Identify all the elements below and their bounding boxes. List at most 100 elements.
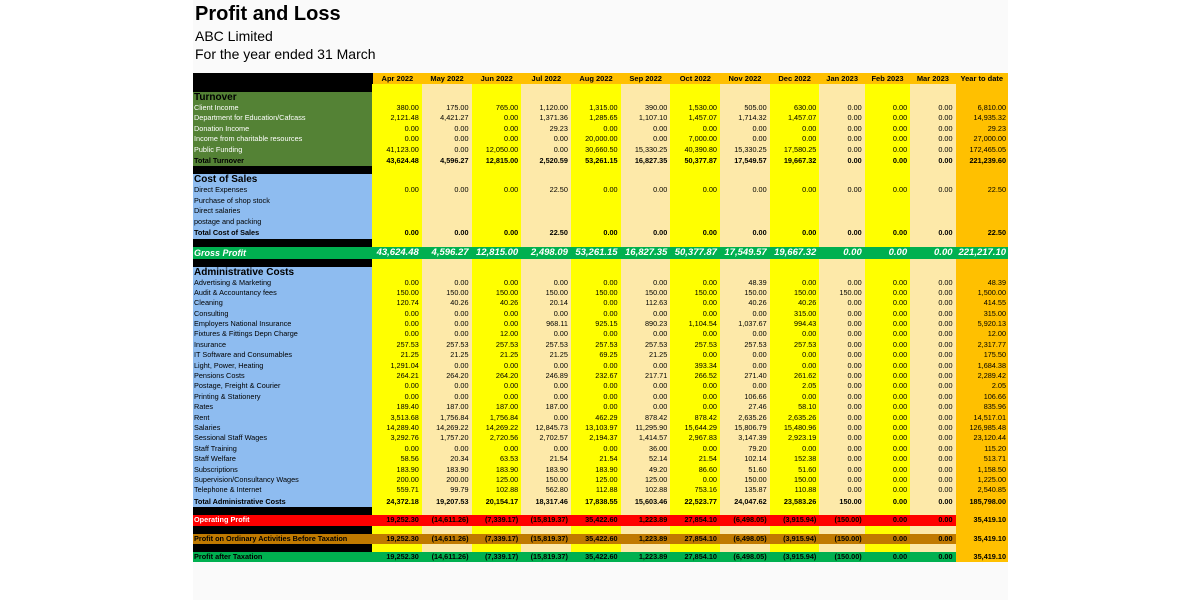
value-cell: 271.40	[719, 371, 770, 382]
value-cell: 0.00	[819, 144, 865, 155]
value-cell: 183.90	[421, 464, 472, 475]
total-total-administrative-costs: Total Administrative Costs 24,372.18 19,20…	[193, 495, 1009, 508]
value-cell: 0.00	[372, 277, 422, 288]
line-supervision-consultancy-wages: Supervision/Consultancy Wages 200.00 200.0…	[193, 474, 1009, 486]
value-cell: 0.00	[570, 298, 621, 309]
section-spacer-cell	[769, 266, 820, 278]
value-cell: 102.88	[471, 485, 522, 496]
line-rates: Rates 189.40 187.00 187.00 187.00 0.00 0.00 0.0…	[193, 402, 1009, 413]
value-cell: 0.00	[372, 391, 422, 403]
value-cell: 0.00	[670, 443, 720, 455]
value-cell	[620, 216, 671, 228]
value-cell: 115.20	[955, 443, 1009, 455]
value-cell: 40,390.80	[670, 144, 720, 155]
value-cell: 0.00	[864, 402, 911, 413]
value-cell: 125.00	[620, 474, 671, 486]
value-cell: 41,123.00	[372, 144, 422, 155]
value-cell	[471, 206, 522, 217]
row-label: Salaries	[193, 422, 373, 434]
row-label: Staff Welfare	[193, 454, 373, 465]
value-cell: 19,667.32	[769, 246, 820, 259]
section-turnover: Turnover	[193, 92, 1009, 103]
value-cell: 21.54	[670, 454, 720, 465]
value-cell: 2,635.26	[719, 412, 770, 423]
value-cell: 22.50	[955, 227, 1009, 239]
value-cell: 21.25	[620, 350, 671, 361]
value-cell: 1,225.00	[955, 474, 1009, 486]
value-cell: 0.00	[670, 185, 720, 196]
value-cell: 559.71	[372, 485, 422, 496]
value-cell: (3,915.94)	[769, 533, 820, 544]
value-cell: 0.00	[471, 113, 522, 124]
spacer-cell	[910, 544, 956, 552]
value-cell: 1,158.50	[955, 464, 1009, 475]
value-cell	[819, 216, 865, 228]
value-cell: 0.00	[670, 381, 720, 392]
spacer-cell	[670, 84, 720, 92]
spacer-cell	[819, 84, 865, 92]
value-cell: 2,498.09	[521, 246, 571, 259]
line-printing-stationery: Printing & Stationery 0.00 0.00 0.00 0.00 0.0…	[193, 391, 1009, 403]
row-label: Telephone & Internet	[193, 485, 373, 496]
value-cell: 0.00	[910, 391, 956, 403]
value-cell: 14,289.40	[372, 422, 422, 434]
spacer-row	[193, 166, 1009, 175]
value-cell: 878.42	[620, 412, 671, 423]
section-spacer-cell	[620, 92, 671, 103]
value-cell: 0.00	[819, 381, 865, 392]
value-cell	[819, 195, 865, 207]
value-cell: 150.00	[769, 287, 820, 299]
value-cell: 0.00	[521, 329, 571, 340]
value-cell: 0.00	[769, 350, 820, 361]
spacer-cell	[421, 507, 472, 516]
value-cell: (14,611.26)	[421, 515, 472, 526]
value-cell: 0.00	[421, 391, 472, 403]
value-cell: 0.00	[620, 123, 671, 135]
value-cell: 0.00	[769, 391, 820, 403]
spacer-cell	[910, 84, 956, 92]
value-cell: 150.00	[719, 474, 770, 486]
spacer-cell	[719, 507, 770, 516]
value-cell: 0.00	[819, 402, 865, 413]
value-cell: (150.00)	[819, 552, 865, 563]
value-cell: 266.52	[670, 371, 720, 382]
value-cell: 0.00	[819, 227, 865, 239]
spacer-cell	[910, 258, 956, 267]
value-cell: 0.00	[521, 134, 571, 145]
value-cell: 0.00	[372, 123, 422, 135]
value-cell: 0.00	[670, 474, 720, 486]
value-cell: 0.00	[910, 422, 956, 434]
spacer-cell	[955, 525, 1009, 534]
row-label: Consulting	[193, 308, 373, 320]
value-cell: (7,339.17)	[471, 533, 522, 544]
value-cell	[670, 216, 720, 228]
value-cell: 0.00	[864, 474, 911, 486]
spacer-cell	[471, 84, 522, 92]
line-client-income: Client Income 380.00 175.00 765.00 1,120.00 1…	[193, 103, 1009, 114]
spacer-cell	[372, 507, 422, 516]
value-cell: 1,414.57	[620, 433, 671, 444]
value-cell: (150.00)	[819, 533, 865, 544]
spacer-cell	[421, 525, 472, 534]
value-cell: (7,339.17)	[471, 515, 522, 526]
value-cell: 0.00	[471, 277, 522, 288]
value-cell: 0.00	[421, 134, 472, 145]
value-cell: 20.34	[421, 454, 472, 465]
row-label: Client Income	[193, 103, 373, 114]
value-cell: 0.00	[864, 350, 911, 361]
value-cell: 1,756.84	[421, 412, 472, 423]
value-cell: 0.00	[769, 227, 820, 239]
value-cell: 23,583.26	[769, 495, 820, 508]
value-cell: 257.53	[570, 339, 621, 351]
value-cell: 5,920.13	[955, 319, 1009, 330]
row-label: Profit after Taxation	[193, 552, 373, 563]
value-cell	[372, 216, 422, 228]
section-spacer-cell	[719, 92, 770, 103]
value-cell: 150.00	[570, 287, 621, 299]
column-header: Jul 2022	[521, 73, 572, 84]
value-cell: 135.87	[719, 485, 770, 496]
row-label: Rates	[193, 402, 373, 413]
value-cell: 150.00	[372, 287, 422, 299]
spacer-cell	[955, 258, 1009, 267]
value-cell: 257.53	[372, 339, 422, 351]
